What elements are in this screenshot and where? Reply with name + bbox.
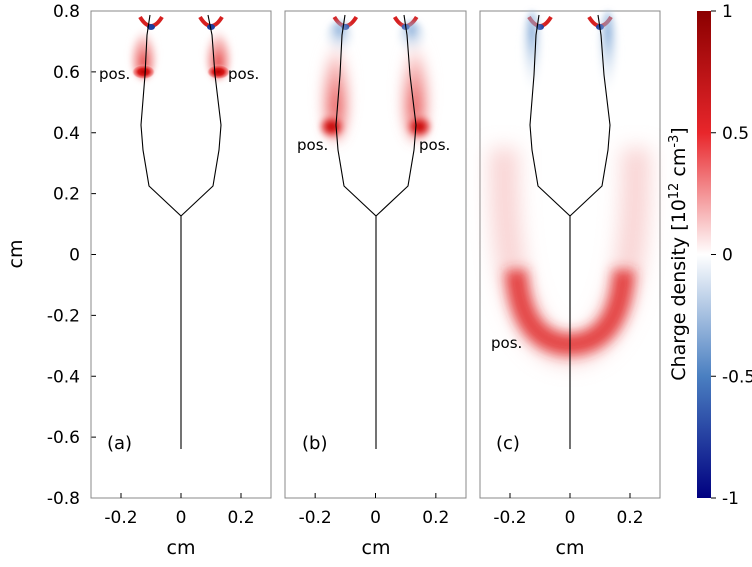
colorbar-tick-label: 0.5 [722,124,749,144]
panel-b-annotation-right: pos. [419,136,450,154]
colorbar-tick-label: 0 [722,246,733,266]
x-tick-label: -0.2 [299,508,332,528]
x-tick-label: 0.2 [227,508,254,528]
x-tick-label: 0 [565,508,576,528]
colorbar-label-unit-exponent: -3 [667,135,682,148]
panel-a-x-axis-title: cm [167,537,196,559]
panel-b-charge-field [318,15,433,142]
x-tick-label: -0.2 [104,508,137,528]
y-tick-label: 0.8 [53,2,80,22]
panel-a-charge-field [129,15,233,80]
panel-c-label: (c) [496,433,520,454]
colorbar-tick-label: 1 [722,2,733,22]
y-tick-label: -0.4 [47,367,80,387]
positive-tail [129,19,158,80]
x-tick-label: 0 [176,508,187,528]
positive-head [405,114,433,139]
negative-wake [520,10,544,121]
x-tick-label: 0 [370,508,381,528]
y-tick-label: 0.4 [53,124,80,144]
panel-a-x-ticks: -0.2 0 0.2 [104,493,255,528]
y-tick-label: 0.6 [53,63,80,83]
colorbar-ticks: 1 0.5 0 -0.5 -1 [711,2,752,509]
panel-a-annotation-left: pos. [99,65,130,83]
colorbar-tick-label: -1 [722,489,739,509]
y-tick-label: -0.6 [47,428,80,448]
colorbar: 1 0.5 0 -0.5 -1 Charge density [1012 cm-3] [667,2,752,509]
panel-b-x-ticks: -0.2 0 0.2 [299,493,449,528]
panel-b-label: (b) [302,433,327,454]
panel-c-streamer-channels [529,14,611,449]
panel-c-x-axis-title: cm [556,537,585,559]
negative-wake [596,10,620,121]
positive-tail [319,21,352,142]
x-tick-label: 0.2 [616,508,643,528]
panel-c: (c) pos. -0.2 0 0.2 cm [479,10,661,559]
y-axis-ticks: 0.8 0.6 0.4 0.2 0 -0.2 -0.4 -0.6 -0.8 [47,2,96,509]
positive-head [131,64,156,80]
panel-c-x-ticks: -0.2 0 0.2 [493,493,644,528]
positive-tail [399,21,432,142]
panel-b: (b) pos. pos. -0.2 0 0.2 cm [284,10,467,559]
y-tick-label: -0.2 [47,306,80,326]
panel-b-annotation-left: pos. [297,136,328,154]
panel-a-annotation-right: pos. [228,65,259,83]
y-tick-label: 0 [69,246,80,266]
positive-head [206,64,231,80]
colorbar-gradient [697,11,711,498]
y-tick-label: -0.8 [47,489,80,509]
x-tick-label: -0.2 [493,508,526,528]
y-axis-title: cm [5,240,27,269]
panel-a-label: (a) [107,433,132,454]
panel-a: (a) pos. pos. -0.2 0 0.2 cm [90,10,272,559]
y-tick-label: 0.2 [53,185,80,205]
panel-b-streamer-channels [335,14,417,449]
panel-a-streamer-channels [140,14,222,449]
panel-b-x-axis-title: cm [362,537,391,559]
panel-c-annotation: pos. [491,334,522,352]
colorbar-label: Charge density [1012 cm-3] [667,127,690,380]
positive-head [318,114,346,139]
colorbar-label-exponent: 12 [667,183,682,200]
x-tick-label: 0.2 [422,508,449,528]
colorbar-tick-label: -0.5 [722,367,752,387]
